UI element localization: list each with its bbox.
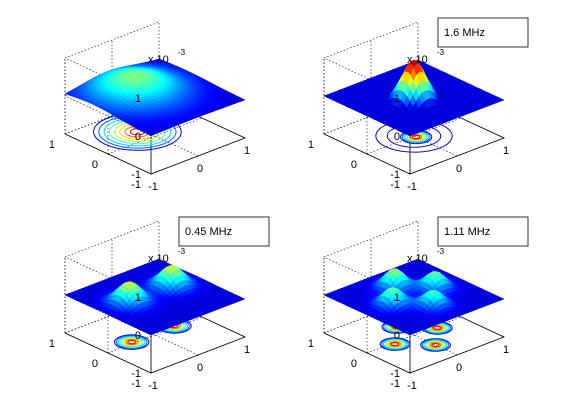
- scale-exponent-label: -3: [437, 48, 445, 57]
- contour-line-0-0: [113, 334, 150, 350]
- legend-box: [178, 216, 270, 247]
- surface-mesh: [323, 258, 505, 336]
- scale-exponent-label: -3: [178, 48, 186, 57]
- contour-line-2-7: [433, 325, 442, 330]
- y-tick-label: 0: [92, 358, 98, 370]
- x-tick-label: 0: [197, 362, 203, 374]
- x-tick-label: 1: [244, 344, 250, 356]
- contour-line-1-6: [389, 341, 401, 347]
- contour-line-0-6: [410, 134, 423, 140]
- z-tick-label: 0: [394, 131, 400, 143]
- scale-factor-label: x 10: [407, 54, 428, 66]
- surface-mesh: [64, 58, 246, 137]
- scale-exponent-label: -3: [437, 247, 445, 256]
- y-tick-label: 1: [49, 338, 55, 350]
- z-tick-label: 0: [135, 131, 141, 143]
- x-tick-label: 1: [503, 145, 509, 157]
- contour-line-1-3: [384, 339, 406, 349]
- contour-line-3-7: [431, 343, 440, 347]
- z-tick-label: -1: [390, 169, 400, 181]
- contour-line-0-1: [115, 335, 148, 349]
- contour-line-1-2: [382, 338, 408, 350]
- x-tick-label: -1: [148, 181, 158, 193]
- scale-factor-label: x 10: [148, 54, 169, 66]
- legend-label: 0.45 MHz: [185, 226, 232, 238]
- y-tick-label: -1: [131, 378, 141, 390]
- contour-line-0-2: [117, 336, 146, 349]
- y-tick-label: 0: [351, 159, 357, 171]
- contour-line-0-4: [121, 337, 142, 347]
- surface-mesh: [323, 59, 505, 137]
- y-tick-label: 0: [351, 358, 357, 370]
- z-tick-label: -1: [131, 169, 141, 181]
- scale-factor-label: x 10: [407, 253, 428, 265]
- contour-line-0-7: [411, 135, 421, 139]
- legend-label: 1.11 MHz: [444, 226, 490, 238]
- y-tick-label: 1: [308, 139, 314, 151]
- contour-line-0-3: [119, 336, 144, 348]
- x-tick-label: -1: [148, 380, 158, 392]
- contour-line-0-6: [125, 339, 138, 345]
- x-tick-label: 1: [244, 145, 250, 157]
- z-tick-label: 1: [394, 292, 400, 304]
- x-tick-label: 0: [197, 163, 203, 175]
- x-tick-label: -1: [407, 380, 417, 392]
- surface-patch: [497, 98, 505, 102]
- z-tick-label: -1: [390, 368, 400, 380]
- contour-line-3-3: [424, 340, 447, 350]
- y-tick-label: 0: [92, 159, 98, 171]
- y-tick-label: -1: [131, 179, 141, 191]
- z-tick-label: -1: [131, 368, 141, 380]
- contour-line-1-4: [386, 340, 404, 349]
- contour-line-0-7: [127, 340, 136, 345]
- contour-line-2-6: [431, 325, 444, 331]
- contour-line-3-5: [428, 341, 443, 349]
- contour-line-3-1: [421, 338, 450, 352]
- legend-box: [437, 216, 529, 247]
- contour-line-3-6: [429, 342, 442, 348]
- legend-label: 1.6 MHz: [444, 27, 485, 39]
- legend-box: [437, 17, 529, 48]
- x-tick-label: 1: [503, 344, 509, 356]
- contour-line-1-1: [381, 338, 409, 351]
- surface-mesh: [64, 258, 246, 336]
- surface-patch: [238, 297, 246, 301]
- contour-line-1-7: [391, 342, 399, 347]
- contour-line-1-5: [387, 340, 403, 348]
- contour-line-0-5: [123, 338, 140, 346]
- surface-patch: [238, 98, 246, 102]
- y-tick-label: 1: [308, 338, 314, 350]
- z-tick-label: 0: [394, 330, 400, 342]
- y-tick-label: -1: [390, 378, 400, 390]
- x-tick-label: -1: [407, 181, 417, 193]
- contour-line-1-0: [379, 337, 411, 351]
- x-tick-label: 0: [456, 163, 462, 175]
- contour-line-0-7: [129, 128, 146, 136]
- contour-line-3-4: [426, 341, 445, 349]
- z-tick-label: 1: [135, 292, 141, 304]
- z-tick-label: 1: [135, 93, 141, 105]
- scale-exponent-label: -3: [178, 247, 186, 256]
- y-tick-label: 1: [49, 139, 55, 151]
- scale-factor-label: x 10: [148, 253, 169, 265]
- contour-line-3-2: [423, 339, 448, 351]
- surface-patch: [497, 297, 505, 301]
- x-tick-label: 0: [456, 362, 462, 374]
- z-tick-label: 0: [135, 330, 141, 342]
- contour-line-3-0: [420, 338, 451, 352]
- y-tick-label: -1: [390, 179, 400, 191]
- z-tick-label: 1: [394, 93, 400, 105]
